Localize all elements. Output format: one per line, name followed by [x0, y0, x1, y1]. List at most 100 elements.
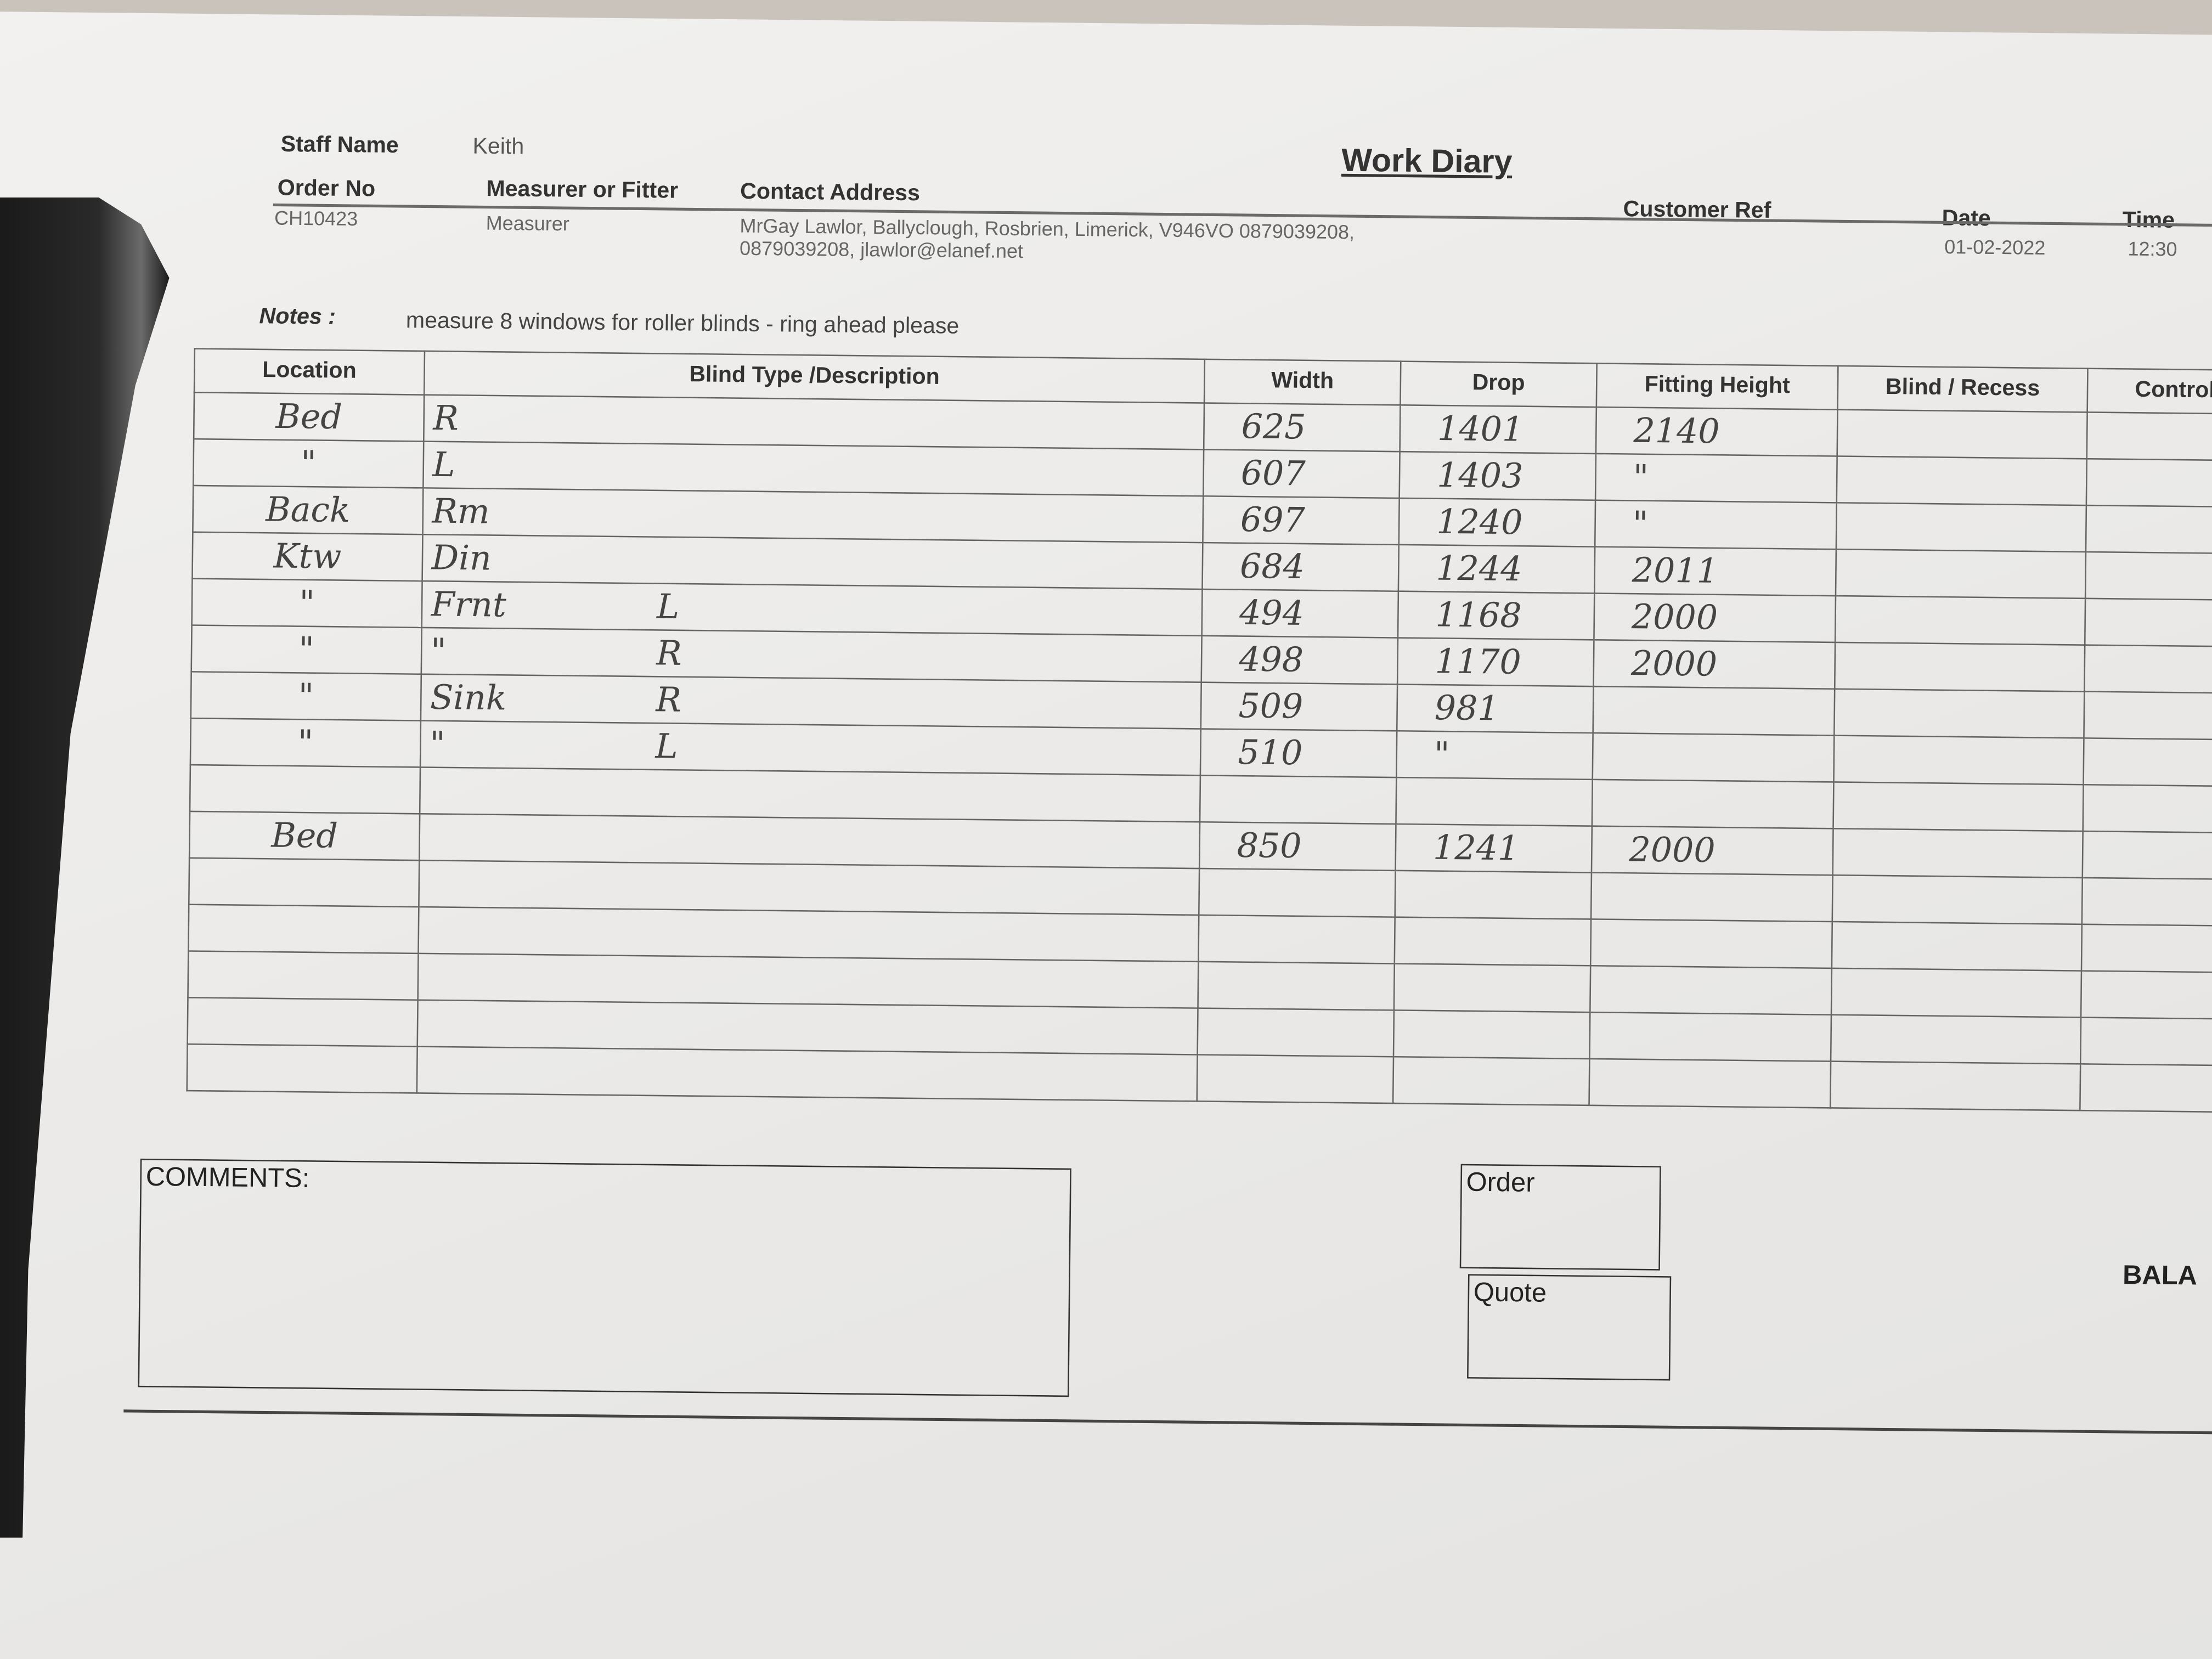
drop-cell: 1403 — [1399, 452, 1596, 500]
width-cell: 850 — [1199, 822, 1396, 871]
fitting-cell: " — [1595, 453, 1837, 503]
width-cell: 607 — [1203, 449, 1400, 499]
blind-type — [429, 802, 654, 804]
order-no: CH10423 — [274, 206, 358, 230]
width-cell: 684 — [1202, 543, 1399, 591]
blind-type: " — [430, 631, 447, 671]
drop-cell: 1244 — [1398, 544, 1595, 594]
date-label: Date — [1942, 207, 1991, 232]
blind-type — [427, 941, 653, 944]
width-cell: 697 — [1203, 496, 1400, 545]
order-no-label: Order No — [277, 177, 376, 202]
fitting-cell — [1590, 919, 1832, 968]
blind-type-cell: R — [424, 394, 1205, 450]
location-cell — [190, 765, 421, 814]
width-cell — [1197, 1008, 1394, 1057]
fitting-cell — [1591, 872, 1833, 922]
location-cell: Back — [193, 485, 424, 535]
blind-type — [427, 1035, 652, 1037]
fitting-cell: 2000 — [1591, 826, 1833, 876]
blind-type-cell: Sink R — [420, 674, 1201, 729]
fitting-cell: 2000 — [1593, 640, 1836, 689]
location-cell: " — [190, 718, 421, 768]
controls-cell — [2081, 877, 2212, 927]
blind-recess-cell — [1830, 1061, 2081, 1111]
form-title: Work Diary — [1341, 141, 1513, 180]
location-cell — [188, 951, 419, 1000]
location-cell: Bed — [194, 392, 425, 442]
fitting-cell: 2140 — [1595, 407, 1838, 456]
fitting-cell: " — [1595, 500, 1837, 550]
fitting-cell: 2011 — [1594, 546, 1836, 596]
blind-recess-cell — [1832, 828, 2083, 878]
fitting-cell — [1590, 966, 1832, 1015]
controls-cell — [2081, 924, 2212, 973]
width-cell: 498 — [1201, 635, 1398, 685]
blind-type-cell — [420, 767, 1200, 822]
drop-cell — [1396, 777, 1593, 826]
blind-type — [426, 1081, 652, 1084]
measurements-table: Location Blind Type /Description Width Drop… — [186, 348, 2212, 1113]
blind-type — [428, 848, 654, 850]
blind-type-cell: Frnt L — [421, 581, 1203, 636]
order-checkbox[interactable]: Order — [1459, 1164, 1661, 1271]
blind-type-cell: Rm — [422, 488, 1204, 543]
date: 01-02-2022 — [1944, 235, 2046, 259]
blind-type: Din — [431, 538, 492, 578]
blind-side — [654, 773, 655, 812]
notes-text: measure 8 windows for roller blinds - ri… — [405, 309, 960, 340]
controls-cell — [2086, 412, 2212, 461]
blind-type: Rm — [432, 491, 490, 532]
width-cell: 510 — [1200, 729, 1397, 778]
controls-cell — [2080, 1064, 2212, 1113]
blind-recess-cell — [1831, 1014, 2081, 1064]
controls-cell — [2084, 645, 2212, 694]
time-label: Time — [2122, 208, 2175, 234]
drop-cell — [1393, 963, 1591, 1013]
controls-cell — [2080, 1017, 2212, 1066]
drop-cell — [1394, 917, 1592, 966]
blind-type-cell — [417, 953, 1199, 1008]
column-header: Controls — [2087, 368, 2212, 414]
blind-recess-cell — [1836, 456, 2087, 506]
controls-cell — [2086, 459, 2212, 507]
staff-name-label: Staff Name — [280, 133, 399, 159]
blind-type-cell: L — [423, 441, 1204, 496]
blind-side: R — [656, 633, 682, 674]
blind-type — [427, 988, 653, 990]
blind-side — [652, 1006, 653, 1046]
width-cell: 509 — [1200, 682, 1398, 731]
blind-type — [428, 895, 653, 897]
blind-type-cell — [417, 1000, 1198, 1055]
blind-recess-cell — [1837, 409, 2087, 459]
width-cell: 494 — [1201, 589, 1398, 638]
location-cell — [189, 857, 420, 907]
fitting-cell — [1592, 733, 1835, 782]
drop-cell: 981 — [1397, 684, 1594, 733]
fitting-cell — [1589, 1058, 1831, 1108]
blind-recess-cell — [1833, 782, 2084, 832]
column-header: Blind / Recess — [1837, 365, 2088, 413]
width-cell — [1200, 775, 1397, 824]
width-cell — [1199, 868, 1396, 917]
controls-cell — [2081, 970, 2212, 1020]
controls-cell — [2083, 785, 2212, 833]
comments-box[interactable]: COMMENTS: — [138, 1158, 1071, 1397]
drop-cell: 1168 — [1398, 591, 1595, 640]
blind-type-cell — [419, 860, 1200, 915]
width-cell — [1198, 915, 1395, 964]
blind-recess-cell — [1835, 642, 2085, 692]
quote-checkbox[interactable]: Quote — [1467, 1274, 1672, 1381]
fitting-cell — [1592, 779, 1834, 829]
fitting-cell — [1589, 1012, 1831, 1062]
blind-type-cell: " L — [420, 720, 1201, 776]
blind-side: R — [656, 680, 682, 720]
location-cell: " — [191, 578, 422, 628]
balance-label: BALA — [2122, 1261, 2198, 1292]
blind-type: " — [429, 724, 445, 764]
blind-side — [653, 913, 654, 952]
contact-address-line2: 0879039208, jlawlor@elanef.net — [739, 236, 1024, 262]
blind-recess-cell — [1832, 875, 2083, 924]
drop-cell — [1395, 870, 1592, 919]
